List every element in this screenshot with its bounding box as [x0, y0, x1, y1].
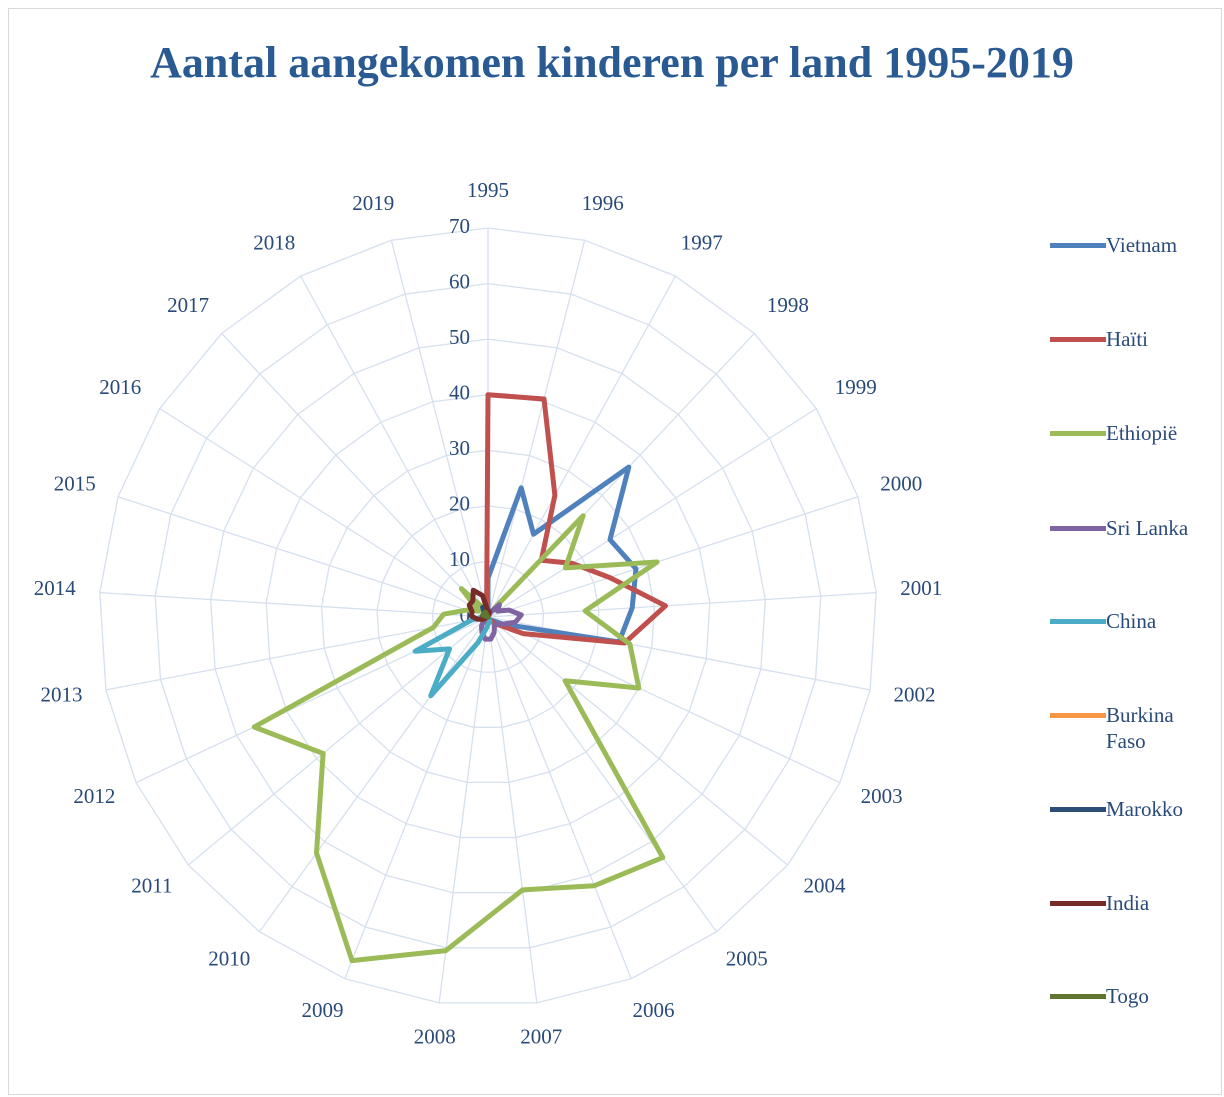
spoke — [390, 240, 489, 618]
spoke — [300, 275, 489, 618]
series-line — [480, 609, 491, 620]
category-label: 2015 — [54, 472, 96, 496]
spoke — [221, 332, 489, 618]
category-label: 2004 — [804, 874, 847, 898]
category-label: 1997 — [681, 230, 723, 254]
grid-ring — [99, 227, 877, 1004]
legend-swatch — [1050, 807, 1106, 812]
legend-swatch — [1050, 431, 1106, 436]
legend-entry: Sri Lanka — [1050, 515, 1220, 541]
legend-entry: China — [1050, 608, 1220, 634]
category-label: 1999 — [835, 375, 877, 399]
spoke — [487, 616, 789, 866]
category-label: 2019 — [352, 191, 394, 215]
grid-ring — [154, 282, 822, 949]
spoke — [99, 591, 489, 618]
chart-title: Aantal aangekomen kinderen per land 1995… — [150, 38, 1074, 87]
spoke — [187, 616, 489, 866]
spoke — [487, 408, 817, 618]
category-label: 2006 — [633, 998, 675, 1022]
category-label: 2018 — [253, 230, 295, 254]
grid-ring — [210, 338, 766, 894]
legend-label: Sri Lanka — [1106, 516, 1189, 540]
category-label: 2010 — [208, 947, 250, 971]
spoke — [117, 496, 489, 618]
legend-label: China — [1106, 609, 1157, 633]
category-label: 2016 — [99, 375, 141, 399]
grid-ring — [376, 505, 600, 728]
legend-entry: Marokko — [1050, 796, 1220, 822]
legend-swatch — [1050, 337, 1106, 342]
category-label: 2008 — [414, 1024, 456, 1048]
legend-entry: Vietnam — [1050, 232, 1220, 258]
legend-label: Marokko — [1106, 797, 1183, 821]
grid-ring — [320, 449, 656, 784]
category-label: 2001 — [900, 576, 942, 600]
legend-entry: India — [1050, 890, 1220, 916]
spoke — [487, 616, 632, 979]
legend-swatch — [1050, 526, 1106, 531]
category-label: 2000 — [880, 472, 922, 496]
r-tick-label: 0 — [460, 603, 471, 627]
spoke — [487, 275, 676, 618]
category-label: 2014 — [34, 576, 77, 600]
spoke — [487, 616, 538, 1003]
category-label: 2005 — [726, 947, 768, 971]
r-tick-label: 60 — [449, 269, 470, 293]
category-label: 1998 — [767, 293, 809, 317]
legend-entry: Togo — [1050, 983, 1220, 1009]
r-tick-label: 50 — [449, 325, 470, 349]
legend-entry: Haïti — [1050, 326, 1220, 352]
legend-label: Vietnam — [1106, 233, 1178, 257]
category-label: 1995 — [467, 178, 509, 202]
spoke — [159, 408, 489, 618]
spoke — [487, 240, 586, 618]
category-label: 2007 — [520, 1024, 562, 1048]
spoke — [487, 616, 871, 691]
legend-swatch — [1050, 994, 1106, 999]
r-tick-label: 40 — [449, 381, 470, 405]
spoke — [487, 496, 859, 618]
spoke — [487, 616, 841, 784]
category-label: 1996 — [582, 191, 624, 215]
legend-entry: Ethiopië — [1050, 420, 1220, 446]
r-tick-label: 20 — [449, 492, 470, 516]
r-tick-label: 30 — [449, 436, 470, 460]
spoke — [344, 616, 489, 979]
spoke — [487, 591, 877, 618]
spoke — [487, 616, 718, 933]
grid-ring — [265, 394, 711, 839]
legend-label: Burkina Faso — [1106, 703, 1174, 753]
category-label: 2011 — [131, 874, 172, 898]
category-label: 2017 — [167, 293, 209, 317]
chart-frame — [8, 8, 1222, 1095]
category-label: 2002 — [894, 682, 936, 706]
legend-label: Haïti — [1106, 327, 1148, 351]
r-tick-label: 70 — [449, 214, 470, 238]
legend-swatch — [1050, 901, 1106, 906]
grid-ring — [431, 560, 545, 673]
spoke — [105, 616, 489, 691]
r-tick-label: 10 — [449, 547, 470, 571]
legend-swatch — [1050, 713, 1106, 718]
legend-label: India — [1106, 891, 1150, 915]
series-line — [251, 513, 666, 964]
category-label: 2003 — [861, 784, 903, 808]
category-label: 2013 — [41, 682, 83, 706]
legend-swatch — [1050, 619, 1106, 624]
legend-swatch — [1050, 243, 1106, 248]
category-label: 2009 — [302, 998, 344, 1022]
legend-label: Togo — [1106, 984, 1149, 1008]
category-label: 2012 — [73, 784, 115, 808]
legend-entry: Burkina Faso — [1050, 702, 1220, 754]
series-line — [412, 612, 493, 699]
legend-label: Ethiopië — [1106, 421, 1178, 445]
spoke — [438, 616, 489, 1003]
spoke — [258, 616, 489, 933]
